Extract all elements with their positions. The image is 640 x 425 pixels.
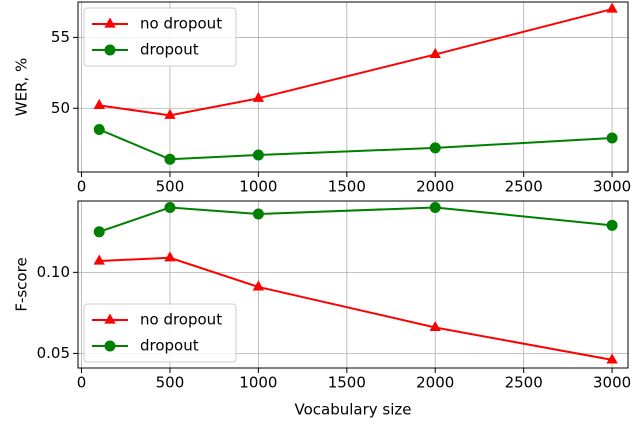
x-tick-label: 2500 <box>505 374 543 392</box>
x-tick-label: 2000 <box>416 374 454 392</box>
marker <box>429 47 441 58</box>
x-tick-label: 1000 <box>239 178 277 196</box>
legend-label: no dropout <box>140 15 222 33</box>
legend-label: dropout <box>140 337 199 355</box>
y-axis-label: F-score <box>13 257 31 311</box>
marker <box>252 280 265 291</box>
x-tick-label: 1500 <box>328 374 366 392</box>
marker <box>606 132 618 144</box>
x-tick-label: 1000 <box>239 374 277 392</box>
marker <box>104 17 116 28</box>
x-tick-label: 2000 <box>416 178 454 196</box>
x-tick-label: 3000 <box>593 178 631 196</box>
legend-box <box>83 303 237 363</box>
marker <box>164 251 176 262</box>
marker <box>93 254 105 265</box>
marker <box>93 226 105 238</box>
marker <box>164 201 176 213</box>
marker <box>252 149 264 161</box>
marker <box>104 44 116 56</box>
marker <box>606 2 618 13</box>
marker <box>104 340 116 352</box>
legend: no dropout dropout <box>83 7 237 67</box>
x-tick-label: 0 <box>77 374 87 392</box>
marker <box>104 313 116 324</box>
x-tick-label: 3000 <box>593 374 631 392</box>
plot-frame <box>77 200 629 369</box>
series-line <box>98 206 613 233</box>
y-axis-label: WER, % <box>13 58 31 117</box>
marker <box>93 124 105 135</box>
x-axis-label: Vocabulary size <box>295 401 412 419</box>
y-tick-label: 0.05 <box>37 344 70 362</box>
legend: no dropout dropout <box>83 303 237 363</box>
y-tick-label: 50 <box>51 99 70 117</box>
marker <box>429 142 441 154</box>
marker <box>606 219 618 231</box>
marker <box>252 208 264 220</box>
legend-box <box>83 7 237 67</box>
y-tick-label: 0.10 <box>37 263 70 281</box>
plot-frame <box>77 1 629 173</box>
x-tick-label: 500 <box>156 178 185 196</box>
marker <box>606 353 618 364</box>
series-line <box>98 128 613 161</box>
x-tick-label: 0 <box>77 178 87 196</box>
marker <box>164 153 176 165</box>
marker <box>252 91 265 102</box>
marker <box>93 98 105 109</box>
marker <box>429 201 441 213</box>
legend-label: no dropout <box>140 311 222 329</box>
x-tick-label: 2500 <box>505 178 543 196</box>
legend-label: dropout <box>140 41 199 59</box>
y-tick-label: 55 <box>51 28 70 46</box>
x-tick-label: 1500 <box>328 178 366 196</box>
x-tick-label: 500 <box>156 374 185 392</box>
marker <box>429 320 441 332</box>
marker <box>164 108 176 119</box>
